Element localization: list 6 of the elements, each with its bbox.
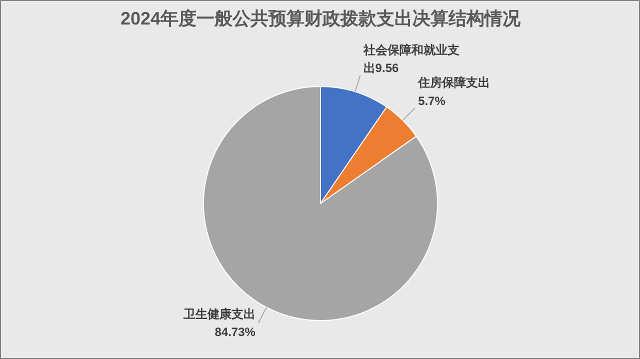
- slice-label: 住房保障支出: [417, 76, 490, 90]
- data-label: 84.73%: [214, 324, 256, 339]
- slice-label: 卫生健康支出: [182, 306, 256, 321]
- chart-title: 2024年度一般公共预算财政拨款支出决算结构情况: [120, 8, 522, 28]
- slice-label: 社会保障和就业支出9.56: [362, 42, 460, 75]
- data-label: 5.7%: [418, 94, 446, 108]
